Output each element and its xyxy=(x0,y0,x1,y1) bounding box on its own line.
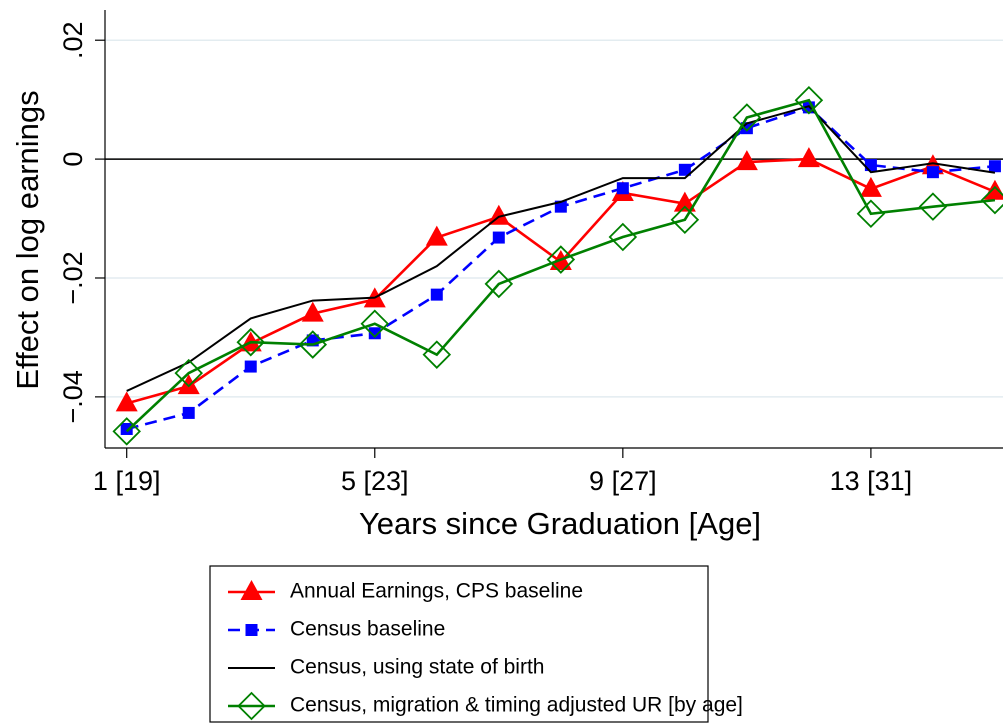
y-axis-title: Effect on log earnings xyxy=(10,90,45,389)
marker xyxy=(298,330,328,359)
marker xyxy=(856,199,886,229)
marker xyxy=(360,309,390,339)
marker xyxy=(735,150,758,171)
x-tick-label: 9 [27] xyxy=(589,466,657,496)
marker xyxy=(120,422,133,435)
marker xyxy=(484,269,514,299)
marker xyxy=(182,406,195,419)
marker xyxy=(430,288,443,301)
marker xyxy=(794,85,824,115)
x-tick-label: 13 [31] xyxy=(830,466,913,496)
legend-marker xyxy=(245,624,258,636)
marker xyxy=(546,245,576,274)
marker xyxy=(670,205,700,235)
marker xyxy=(678,163,691,176)
y-tick-label: .02 xyxy=(58,21,88,59)
legend-label: Census, migration & timing adjusted UR [… xyxy=(290,694,743,717)
legend-label: Census, using state of birth xyxy=(290,656,544,679)
legend-label: Census baseline xyxy=(290,618,445,641)
x-tick-label: 5 [23] xyxy=(341,466,409,496)
marker xyxy=(425,225,448,246)
marker xyxy=(244,360,257,373)
x-tick-label: 1 [19] xyxy=(93,466,161,496)
marker xyxy=(236,327,266,357)
y-tick-label: −.04 xyxy=(58,370,88,423)
series-line xyxy=(125,98,996,433)
marker xyxy=(177,374,200,395)
marker xyxy=(988,160,1001,173)
legend-marker xyxy=(240,580,263,600)
plot-area xyxy=(112,85,1003,446)
marker xyxy=(926,166,939,179)
legend-marker xyxy=(237,691,266,721)
marker xyxy=(368,327,381,340)
marker xyxy=(422,340,452,369)
legend-box xyxy=(209,565,709,723)
marker xyxy=(112,417,141,446)
marker xyxy=(492,231,505,244)
marker xyxy=(115,391,138,412)
marker xyxy=(918,192,948,221)
y-tick-label: −.02 xyxy=(58,251,88,304)
marker xyxy=(487,204,510,225)
y-tick-label: 0 xyxy=(58,152,88,167)
marker xyxy=(301,301,324,322)
marker xyxy=(608,222,638,252)
legend-label: Annual Earnings, CPS baseline xyxy=(290,580,583,603)
marker xyxy=(174,358,203,388)
marker xyxy=(864,159,877,172)
marker xyxy=(732,103,762,132)
marker xyxy=(797,147,820,168)
marker xyxy=(554,200,567,213)
marker xyxy=(980,185,1003,215)
x-axis-title: Years since Graduation [Age] xyxy=(359,506,761,541)
marker xyxy=(859,176,882,197)
marker xyxy=(673,191,696,212)
marker xyxy=(616,182,629,195)
series-line xyxy=(126,105,996,392)
